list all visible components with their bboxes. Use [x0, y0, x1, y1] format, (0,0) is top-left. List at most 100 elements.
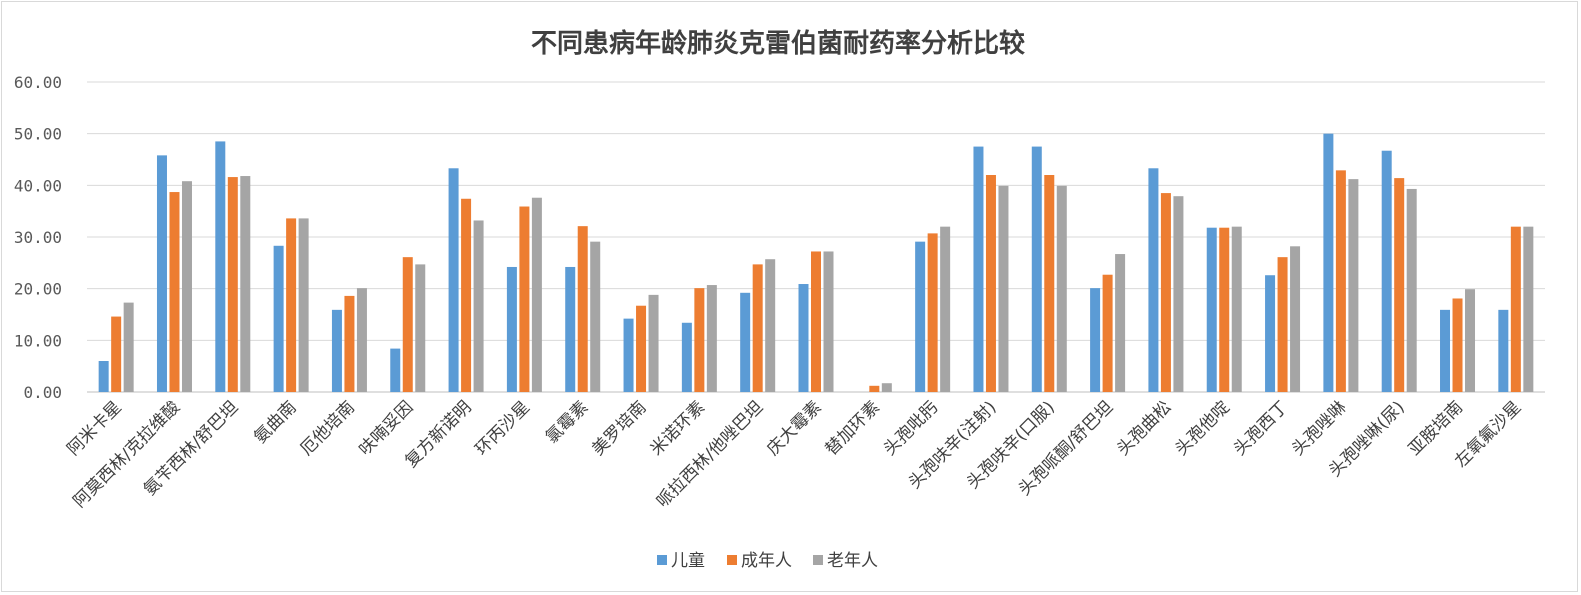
bar — [461, 198, 472, 392]
bar — [1231, 226, 1242, 392]
bar — [519, 206, 530, 392]
bar — [1323, 133, 1334, 392]
bar — [1510, 226, 1521, 392]
bar — [344, 295, 355, 392]
bar — [1348, 179, 1359, 392]
bar — [706, 285, 717, 392]
bar — [98, 361, 109, 392]
bar — [356, 288, 367, 392]
y-axis-ticks: 0.00 10.00 20.00 30.00 40.00 50.00 60.00 — [14, 73, 62, 402]
bar — [111, 316, 122, 392]
bar — [473, 220, 484, 392]
bar — [390, 348, 401, 392]
legend: 儿童 成年人 老年人 — [657, 551, 878, 571]
chart-title: 不同患病年龄肺炎克雷伯菌耐药率分析比较 — [531, 28, 1025, 59]
bar — [448, 168, 459, 392]
bar — [298, 218, 309, 392]
bar — [1335, 170, 1346, 392]
bar — [1173, 196, 1184, 392]
bar — [1452, 298, 1463, 392]
bar — [506, 266, 517, 392]
x-tick-label: 头孢西丁 — [1230, 397, 1292, 459]
bar — [694, 288, 705, 392]
bar — [331, 309, 342, 392]
x-tick-label: 美罗培南 — [588, 397, 650, 459]
x-tick-label: 环丙沙星 — [472, 397, 534, 459]
bar — [1206, 227, 1217, 392]
bar — [286, 218, 297, 392]
bar — [1406, 188, 1417, 392]
bar — [998, 185, 1009, 392]
x-tick-label: 头孢曲松 — [1113, 397, 1175, 459]
bar — [1277, 257, 1288, 392]
bar — [752, 264, 763, 392]
y-tick-label: 60.00 — [14, 73, 62, 92]
bar — [1115, 254, 1126, 392]
bar — [798, 284, 809, 392]
bar — [1440, 309, 1451, 392]
legend-label: 老年人 — [827, 551, 878, 571]
bar — [1090, 288, 1101, 392]
bar — [123, 302, 134, 392]
bar — [215, 141, 226, 392]
bar — [590, 241, 601, 392]
bar — [227, 177, 238, 392]
bar — [823, 251, 834, 392]
legend-swatch — [657, 555, 667, 565]
bar — [1102, 274, 1113, 392]
bar — [681, 322, 692, 392]
y-tick-label: 30.00 — [14, 228, 62, 247]
x-tick-label: 氨曲南 — [250, 397, 300, 447]
bar — [881, 383, 892, 392]
bar — [156, 155, 167, 392]
legend-swatch — [813, 555, 823, 565]
x-tick-label: 氯霉素 — [542, 397, 592, 447]
bar — [973, 146, 984, 392]
bar — [565, 266, 576, 392]
bar — [1219, 227, 1230, 392]
x-tick-label: 阿莫西林/克拉维酸 — [70, 397, 184, 511]
bar — [915, 241, 926, 392]
bar — [415, 264, 426, 392]
bar — [1290, 246, 1301, 392]
bar — [1394, 178, 1405, 392]
bar — [240, 176, 251, 392]
bar — [531, 197, 542, 392]
bar — [1160, 193, 1171, 392]
bar — [1031, 146, 1042, 392]
bar — [1523, 226, 1534, 392]
bar — [273, 245, 284, 392]
bar — [1465, 289, 1476, 392]
bar — [765, 259, 776, 392]
y-tick-label: 50.00 — [14, 125, 62, 144]
x-tick-label: 庆大霉素 — [763, 397, 825, 459]
bar — [636, 305, 647, 392]
y-tick-label: 20.00 — [14, 280, 62, 299]
bar — [181, 181, 192, 392]
bar — [1044, 175, 1055, 392]
legend-label: 成年人 — [741, 551, 792, 571]
bar — [402, 257, 413, 392]
bar — [940, 226, 951, 392]
bar — [1056, 185, 1067, 392]
bar — [1265, 275, 1276, 392]
y-tick-label: 10.00 — [14, 331, 62, 350]
gridlines — [87, 81, 1545, 393]
bar — [1498, 309, 1509, 392]
bar — [740, 292, 751, 392]
x-tick-label: 厄他培南 — [297, 397, 359, 459]
x-tick-label: 哌拉西林/他唑巴坦 — [653, 397, 767, 511]
bar — [623, 318, 634, 392]
bar — [1148, 168, 1159, 392]
bar — [985, 175, 996, 392]
x-tick-label: 替加环素 — [822, 397, 884, 459]
bar — [577, 226, 588, 392]
bar — [811, 251, 821, 392]
legend-label: 儿童 — [671, 551, 705, 571]
y-tick-label: 40.00 — [14, 176, 62, 195]
y-tick-label: 0.00 — [23, 383, 62, 402]
bar — [648, 294, 659, 392]
